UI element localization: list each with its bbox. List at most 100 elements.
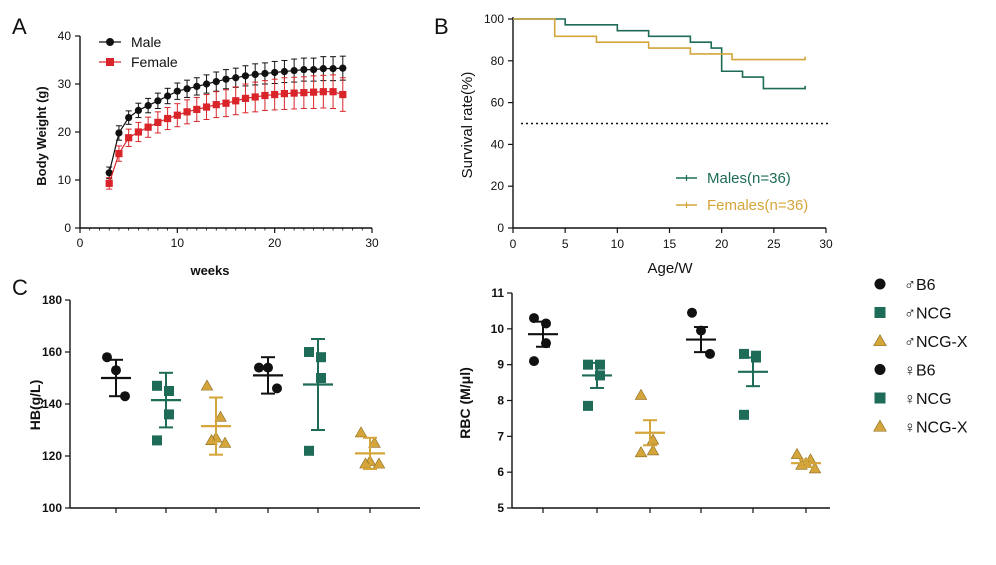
chart-a-point: [290, 89, 298, 97]
chart-rbc-point: [634, 446, 648, 458]
chart-a-point: [300, 66, 308, 74]
chart-rbc-ytick-label: 9: [497, 358, 504, 372]
chart-b-xtick-label: 20: [715, 237, 729, 251]
chart-b-xtick-label: 0: [510, 237, 517, 251]
chart-rbc-ylabel: RBC (M/μl): [457, 367, 473, 439]
chart-hb-point: [218, 436, 232, 448]
chart-hb-point: [254, 362, 264, 373]
chart-hb-point: [152, 435, 162, 446]
chart-hb-ytick-label: 160: [42, 345, 62, 359]
chart-rbc-point: [634, 388, 648, 400]
chart-rbc-point: [529, 313, 539, 324]
chart-a-ylabel: Body Weight (g): [34, 86, 49, 185]
chart-a-point: [339, 90, 347, 99]
chart-rbc-point: [646, 433, 660, 445]
legend-c-label: ♂B6: [904, 277, 936, 294]
chart-a-point: [319, 65, 327, 73]
chart-a-point: [329, 65, 337, 73]
chart-a-point: [202, 80, 211, 88]
chart-a-ytick-label: 10: [58, 173, 72, 187]
chart-a-point: [280, 90, 288, 98]
chart-a-point: [183, 108, 191, 116]
chart-hb-point: [368, 436, 381, 448]
chart-b-xtick-label: 30: [819, 237, 833, 251]
chart-a-point: [300, 89, 308, 97]
chart-rbc-point: [583, 359, 593, 370]
chart-rbc-ytick-label: 8: [497, 394, 504, 408]
chart-a-point: [261, 69, 269, 78]
chart-a-point: [212, 78, 220, 86]
chart-a-point: [154, 118, 162, 126]
chart-b-xtick-label: 5: [562, 237, 569, 251]
chart-hb-point: [316, 373, 326, 383]
chart-a-point: [222, 99, 230, 107]
chart-a-point: [222, 75, 230, 83]
chart-hb-point: [205, 434, 218, 446]
chart-b-ytick-label: 0: [497, 221, 504, 235]
chart-a-point: [125, 134, 133, 142]
chart-a-point: [115, 129, 123, 137]
chart-b-xlabel: Age/W: [647, 260, 693, 277]
chart-rbc-point: [790, 447, 804, 459]
legend-c-label: ♂NCG: [904, 306, 952, 323]
chart-hb-ytick-label: 120: [42, 449, 62, 463]
chart-a-point: [125, 114, 133, 122]
chart-hb-point: [372, 457, 386, 469]
chart-rbc-point: [529, 356, 539, 367]
chart-a-point: [251, 70, 259, 78]
chart-rbc-point: [583, 400, 593, 411]
chart-b-legend-label: Males(n=36): [707, 170, 791, 187]
chart-a-point: [251, 93, 259, 101]
legend-c-label: ♂NCG-X: [904, 334, 968, 351]
chart-a-point: [212, 101, 220, 109]
chart-a-point: [134, 106, 142, 114]
chart-a-point: [319, 88, 327, 96]
chart-b-ytick-label: 60: [491, 96, 505, 110]
legend-c-label: ♀NCG-X: [904, 420, 968, 437]
chart-a-point: [164, 114, 172, 123]
chart-a-point: [339, 64, 347, 72]
chart-a-legend-label: Male: [131, 34, 162, 50]
chart-hb-point: [164, 409, 174, 420]
chart-a-point: [193, 105, 201, 114]
chart-a-point: [134, 128, 142, 136]
chart-hb-point: [272, 383, 282, 394]
legend-c-label: ♀B6: [904, 363, 936, 380]
chart-a-xtick-label: 30: [365, 236, 379, 250]
chart-a-point: [202, 103, 211, 111]
chart-hb-point: [304, 445, 314, 456]
chart-a-point: [232, 97, 240, 105]
legend-c-marker: [874, 364, 886, 375]
chart-hb-ytick-label: 140: [42, 397, 62, 411]
chart-a-point: [173, 111, 181, 119]
chart-hb-point: [214, 410, 227, 422]
chart-a-point: [280, 67, 288, 76]
chart-b-ytick-label: 20: [491, 179, 505, 193]
chart-rbc-ytick-label: 11: [491, 286, 504, 300]
chart-a-legend-label: Female: [131, 54, 178, 70]
chart-a-point: [154, 97, 162, 105]
chart-hb-point: [354, 426, 368, 438]
chart-a-legend-marker: [106, 58, 114, 66]
legend-c-marker: [873, 419, 887, 432]
chart-rbc-point: [705, 348, 715, 359]
chart-a-xlabel: weeks: [189, 263, 229, 278]
chart-a-xtick-label: 20: [268, 236, 282, 250]
chart-a-point: [105, 179, 113, 187]
plot-layer: 0 10 20 30 40 0 10 20 30 Male Female 0 20 40 60 80 100 0 5…: [42, 12, 968, 515]
chart-hb-point: [120, 391, 130, 402]
legend-c-marker: [873, 334, 887, 347]
chart-b-survival-curve: [513, 18, 806, 90]
chart-b-ylabel: Survival rate(%): [459, 72, 476, 179]
chart-a-point: [261, 91, 269, 100]
chart-a-point: [183, 85, 191, 93]
chart-hb-point: [164, 386, 174, 396]
chart-b-xtick-label: 10: [611, 237, 625, 251]
chart-rbc-point: [808, 462, 822, 474]
chart-rbc-ytick-label: 10: [491, 322, 505, 336]
chart-hb-ytick-label: 180: [42, 293, 62, 307]
chart-a-point: [271, 68, 279, 77]
chart-b-ytick-label: 100: [484, 12, 504, 26]
legend-c-label: ♀NCG: [904, 391, 952, 408]
chart-a-point: [144, 123, 152, 131]
